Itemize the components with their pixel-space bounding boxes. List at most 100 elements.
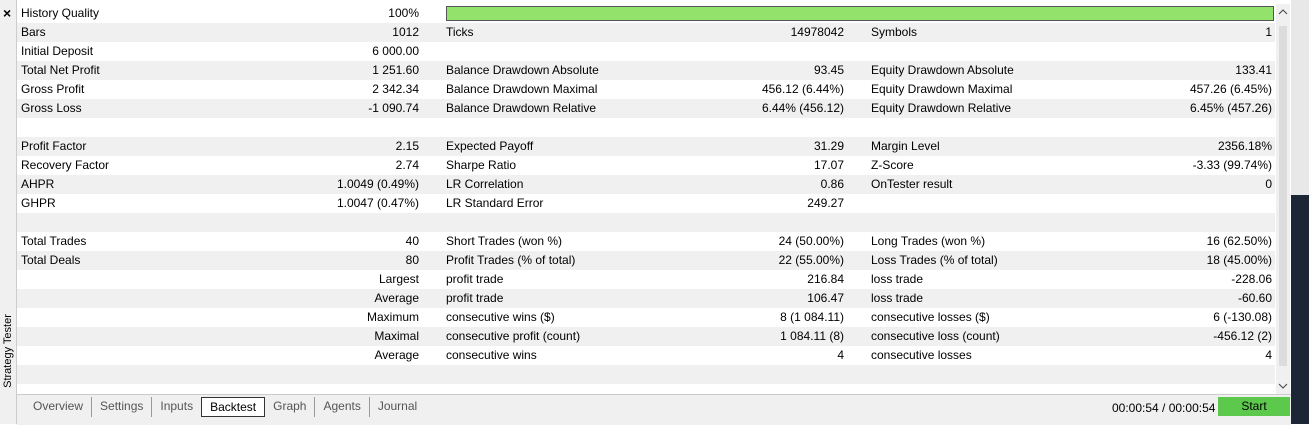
report-row — [17, 118, 1275, 137]
tab-strip: Overview Settings Inputs Backtest Graph Agent… — [25, 397, 425, 417]
label: consecutive loss (count) — [871, 329, 1000, 343]
report-row — [17, 365, 1275, 384]
report-row: Total Net Profit 1 251.60 Balance Drawdown… — [17, 61, 1275, 80]
label: Equity Drawdown Relative — [871, 101, 1012, 115]
value: 2.15 — [395, 139, 419, 153]
label: Total Trades — [21, 234, 87, 248]
label: consecutive losses — [871, 348, 972, 362]
sidebar: × Strategy Tester — [0, 0, 17, 424]
label: Z-Score — [871, 158, 914, 172]
label: consecutive wins ($) — [446, 310, 555, 324]
value: 2356.18% — [1217, 139, 1272, 153]
value: 40 — [405, 234, 419, 248]
value: 1 251.60 — [372, 63, 419, 77]
label: loss trade — [871, 272, 924, 286]
value: 456.12 (6.44%) — [761, 82, 844, 96]
label: Ticks — [446, 25, 474, 39]
label: Short Trades (won %) — [446, 234, 563, 248]
value: 2.74 — [395, 158, 419, 172]
value: 93.45 — [813, 63, 844, 77]
value: 249.27 — [807, 196, 844, 210]
side-panel — [1291, 0, 1309, 195]
label: profit trade — [446, 291, 504, 305]
scroll-down[interactable] — [1278, 382, 1288, 390]
side-panel-dark — [1291, 195, 1309, 424]
label: consecutive profit (count) — [446, 329, 581, 343]
value: 6.44% (456.12) — [761, 101, 844, 115]
value: 6 (-130.08) — [1213, 310, 1272, 324]
value: 18 (45.00%) — [1206, 253, 1272, 267]
start-button[interactable]: Start — [1218, 397, 1290, 416]
label: OnTester result — [871, 177, 953, 191]
tab[interactable]: Inputs — [151, 397, 201, 417]
value: -228.06 — [1231, 272, 1272, 286]
value: 133.41 — [1235, 63, 1272, 77]
value: -1 090.74 — [368, 101, 419, 115]
tab[interactable]: Settings — [91, 397, 151, 417]
close-button[interactable]: × — [3, 5, 12, 21]
scroll-up[interactable] — [1278, 8, 1288, 16]
report-row: Gross Loss -1 090.74 Balance Drawdown Rela… — [17, 99, 1275, 118]
value: 4 — [1265, 348, 1272, 362]
report-row: Average consecutive wins 4 consecutive loss… — [17, 346, 1275, 365]
value: 1 084.11 (8) — [780, 329, 844, 343]
value: 1012 — [392, 25, 419, 39]
tab[interactable]: Graph — [273, 399, 307, 413]
label: GHPR — [21, 196, 56, 210]
label: consecutive wins — [446, 348, 537, 362]
label: Recovery Factor — [21, 158, 110, 172]
tab[interactable]: Backtest — [201, 397, 266, 417]
value: 0.86 — [820, 177, 844, 191]
value: 8 (1 084.11) — [780, 310, 844, 324]
value: Maximum — [366, 310, 419, 324]
report-row: Bars 1012 Ticks 14978042 Symbols 1 — [17, 23, 1275, 42]
label: Sharpe Ratio — [446, 158, 517, 172]
value: -3.33 (99.74%) — [1192, 158, 1272, 172]
scroll-thumb[interactable] — [1279, 26, 1287, 366]
value: 1.0049 (0.49%) — [336, 177, 419, 191]
label: Total Net Profit — [21, 63, 100, 77]
value: 0 — [1265, 177, 1272, 191]
label: Initial Deposit — [21, 44, 94, 58]
label: Profit Factor — [21, 139, 87, 153]
tab[interactable]: Journal — [368, 397, 425, 417]
value: -60.60 — [1237, 291, 1272, 305]
value: 100% — [388, 6, 419, 20]
value: 457.26 (6.45%) — [1189, 82, 1272, 96]
tab[interactable]: Overview — [33, 399, 84, 413]
value: 14978042 — [790, 25, 844, 39]
label: History Quality — [21, 6, 100, 20]
label: Loss Trades (% of total) — [871, 253, 998, 267]
report-row: Maximum consecutive wins ($) 8 (1 084.11) c… — [17, 308, 1275, 327]
value: 106.47 — [807, 291, 844, 305]
report-row: GHPR 1.0047 (0.47%) LR Standard Error 249.2… — [17, 194, 1275, 213]
label: Equity Drawdown Maximal — [871, 82, 1013, 96]
label: Balance Drawdown Absolute — [446, 63, 599, 77]
report-row: History Quality 100% — [17, 4, 1275, 23]
value: Average — [374, 348, 419, 362]
label: Gross Profit — [21, 82, 85, 96]
report-row: Total Trades 40 Short Trades (won %) 24 (50… — [17, 232, 1275, 251]
label: Gross Loss — [21, 101, 82, 115]
label: Balance Drawdown Maximal — [446, 82, 598, 96]
value: 2 342.34 — [372, 82, 419, 96]
label: Equity Drawdown Absolute — [871, 63, 1014, 77]
label: Expected Payoff — [446, 139, 534, 153]
label: Margin Level — [871, 139, 940, 153]
value: Average — [374, 291, 419, 305]
quality-bar — [446, 6, 1274, 21]
value: 17.07 — [813, 158, 844, 172]
label: LR Standard Error — [446, 196, 544, 210]
report-row: Largest profit trade 216.84 loss trade -228.… — [17, 270, 1275, 289]
value: 22 (55.00%) — [778, 253, 844, 267]
tab[interactable]: Agents — [314, 397, 368, 417]
value: 216.84 — [807, 272, 844, 286]
scrollbar[interactable] — [1276, 4, 1290, 394]
report-row — [17, 213, 1275, 232]
label: AHPR — [21, 177, 55, 191]
value: 80 — [405, 253, 419, 267]
label: Profit Trades (% of total) — [446, 253, 576, 267]
sidebar-title: Strategy Tester — [2, 314, 14, 388]
value: -456.12 (2) — [1213, 329, 1272, 343]
